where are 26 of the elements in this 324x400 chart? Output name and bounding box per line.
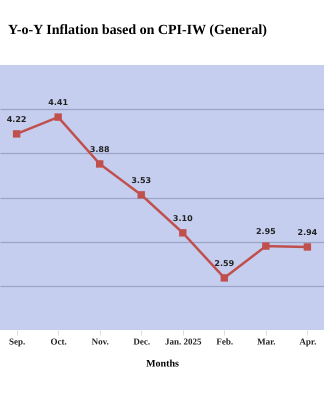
data-label: 2.95 xyxy=(256,227,276,236)
x-tick-label: Dec. xyxy=(133,336,150,346)
point xyxy=(96,160,104,168)
x-axis-title: Months xyxy=(146,358,179,370)
x-tick-label: Nov. xyxy=(92,336,109,346)
data-label: 3.53 xyxy=(131,176,152,185)
point xyxy=(54,113,62,121)
data-label: 2.59 xyxy=(214,258,235,268)
data-label: 4.41 xyxy=(48,98,68,108)
data-label: 3.10 xyxy=(172,214,194,223)
x-tick-label: Sep. xyxy=(8,336,26,346)
x-tick-label: Mar. xyxy=(257,336,276,346)
data-label: 3.88 xyxy=(90,144,110,154)
x-tick-label: Jan. 2025 xyxy=(165,336,202,346)
data-label: 4.22 xyxy=(6,114,26,124)
point xyxy=(12,130,20,138)
x-tick-label: Apr. xyxy=(299,336,316,346)
point xyxy=(304,243,312,251)
x-tick-label: Feb. xyxy=(216,336,234,346)
chart-title: Y-o-Y Inflation based on CPI-IW (General) xyxy=(8,23,268,38)
point xyxy=(179,229,186,237)
x-tick-label: Oct. xyxy=(50,336,67,346)
data-label: 2.94 xyxy=(298,228,318,237)
point xyxy=(220,274,228,282)
point xyxy=(138,191,145,199)
point xyxy=(262,242,270,250)
